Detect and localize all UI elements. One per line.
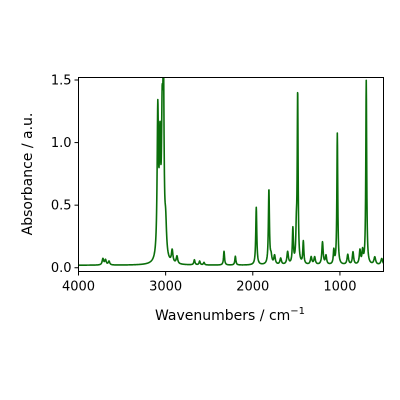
y-tick-label: 0.0 [51,261,72,276]
y-tick-label: 1.5 [51,74,72,89]
y-axis-label: Absorbance / a.u. [20,113,36,236]
x-tick-label: 2000 [236,280,269,295]
x-axis-label: Wavenumbers / cm−1 [155,306,305,324]
y-axis: 0.0 0.5 1.0 1.5 [51,74,79,276]
spectrum-line [78,77,384,266]
plot-layer [78,77,384,266]
x-tick-label: 3000 [149,280,182,295]
plot-frame [78,77,384,272]
y-tick-label: 0.5 [51,199,72,214]
x-tick-label: 1000 [323,280,356,295]
x-axis-label-sup: −1 [290,306,305,317]
x-axis-label-base: Wavenumbers / cm [155,308,290,324]
x-tick-label: 4000 [62,280,95,295]
x-axis: 4000 3000 2000 1000 [62,271,356,295]
y-tick-label: 1.0 [51,136,72,151]
